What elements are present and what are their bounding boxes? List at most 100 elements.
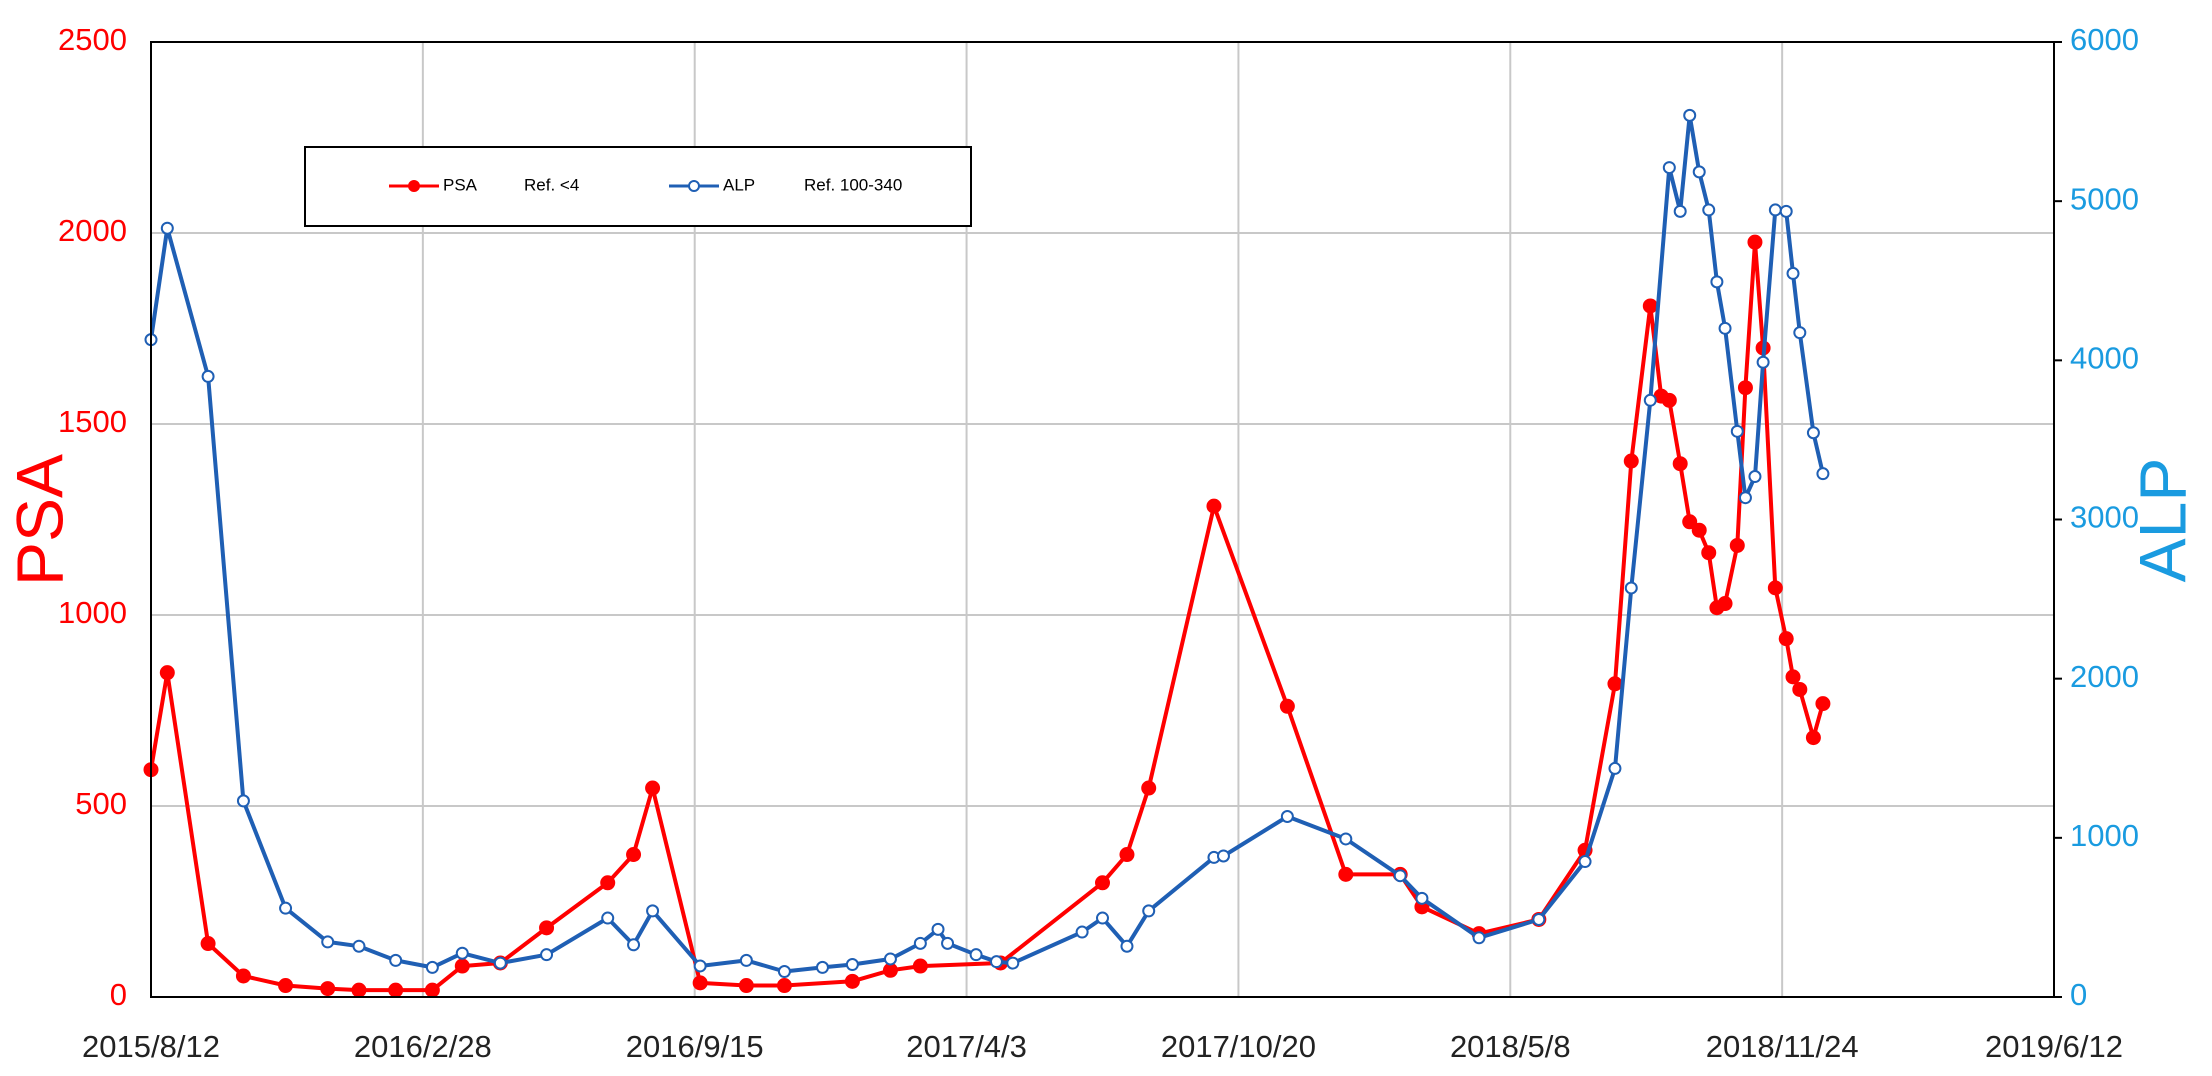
y2-tick-label: 5000 — [2070, 181, 2139, 216]
legend-ref: Ref. 100-340 — [804, 175, 902, 194]
data-point — [1717, 596, 1733, 612]
data-point — [941, 936, 955, 950]
data-point — [1142, 904, 1156, 918]
data-point — [1120, 939, 1134, 953]
data-point — [600, 875, 616, 891]
data-point — [1748, 470, 1762, 484]
data-point — [1532, 912, 1546, 926]
x-tick-label: 2019/6/12 — [1985, 1029, 2123, 1064]
x-tick-label: 2016/9/15 — [626, 1029, 764, 1064]
data-point — [389, 953, 403, 967]
data-point — [1691, 522, 1707, 538]
data-point — [1075, 925, 1089, 939]
data-point — [883, 952, 897, 966]
legend-marker — [408, 180, 420, 192]
data-point — [1661, 392, 1677, 408]
data-point — [1792, 681, 1808, 697]
data-point — [601, 911, 615, 925]
data-point — [1642, 298, 1658, 314]
data-point — [1578, 855, 1592, 869]
legend-label: ALP — [723, 175, 755, 194]
legend-label: PSA — [443, 175, 478, 194]
data-point — [1682, 514, 1698, 530]
data-point — [1643, 393, 1657, 407]
data-point — [1095, 875, 1110, 891]
data-point — [493, 956, 507, 970]
data-point — [320, 981, 336, 997]
y-axis-title: PSA — [2, 454, 76, 586]
y-tick-label: 2500 — [58, 22, 127, 57]
data-point — [845, 958, 859, 972]
data-point — [1738, 491, 1752, 505]
x-tick-label: 2015/8/12 — [82, 1029, 220, 1064]
data-point — [1779, 204, 1793, 218]
data-point — [1216, 849, 1230, 863]
data-point — [626, 847, 642, 863]
data-point — [1786, 266, 1800, 280]
data-point — [1806, 426, 1820, 440]
data-point — [693, 959, 707, 973]
data-point — [539, 920, 555, 936]
data-point — [454, 958, 470, 974]
data-point — [1673, 204, 1687, 218]
y2-tick-label: 6000 — [2070, 22, 2139, 57]
data-point — [1737, 380, 1753, 396]
x-tick-label: 2016/2/28 — [354, 1029, 492, 1064]
data-point — [321, 935, 335, 949]
legend-ref: Ref. <4 — [524, 175, 579, 194]
data-point — [1730, 424, 1744, 438]
data-point — [388, 982, 404, 998]
data-point — [882, 962, 898, 978]
data-point — [969, 948, 983, 962]
data-point — [1280, 810, 1294, 824]
data-point — [1793, 326, 1807, 340]
y2-tick-label: 0 — [2070, 977, 2087, 1012]
data-point — [692, 975, 708, 991]
data-point — [278, 978, 294, 994]
data-point — [235, 968, 251, 984]
data-point — [1393, 869, 1407, 883]
data-point — [1747, 234, 1763, 250]
data-point — [912, 958, 928, 974]
data-point — [1768, 203, 1782, 217]
data-point — [1206, 498, 1222, 514]
data-point — [1815, 696, 1831, 712]
data-point — [201, 369, 215, 383]
y-tick-label: 1500 — [58, 404, 127, 439]
data-point — [646, 904, 660, 918]
data-point — [1692, 165, 1706, 179]
data-point — [1415, 891, 1429, 905]
y2-tick-label: 3000 — [2070, 500, 2139, 535]
data-point — [351, 982, 367, 998]
x-tick-label: 2018/5/8 — [1450, 1029, 1571, 1064]
legend-marker — [688, 180, 700, 192]
y-tick-label: 500 — [75, 786, 127, 821]
x-tick-label: 2017/4/3 — [906, 1029, 1027, 1064]
y-tick-label: 2000 — [58, 213, 127, 248]
data-point — [844, 973, 860, 989]
data-point — [1805, 730, 1821, 746]
data-point — [455, 946, 469, 960]
data-point — [645, 780, 661, 796]
data-point — [1662, 161, 1676, 175]
x-tick-label: 2018/11/24 — [1706, 1029, 1859, 1064]
data-point — [1279, 698, 1295, 714]
data-point — [1119, 847, 1135, 863]
data-point — [1339, 832, 1353, 846]
data-point — [1767, 580, 1783, 596]
data-point — [776, 978, 792, 994]
data-point — [200, 936, 216, 952]
data-point — [739, 953, 753, 967]
x-tick-label: 2017/10/20 — [1161, 1029, 1316, 1064]
data-point — [1472, 931, 1486, 945]
data-point — [159, 665, 175, 681]
data-point — [160, 221, 174, 235]
data-point — [279, 901, 293, 915]
data-point — [931, 922, 945, 936]
data-point — [1096, 911, 1109, 925]
data-point — [236, 794, 250, 808]
y2-tick-label: 2000 — [2070, 659, 2139, 694]
plot-area — [143, 108, 1831, 998]
